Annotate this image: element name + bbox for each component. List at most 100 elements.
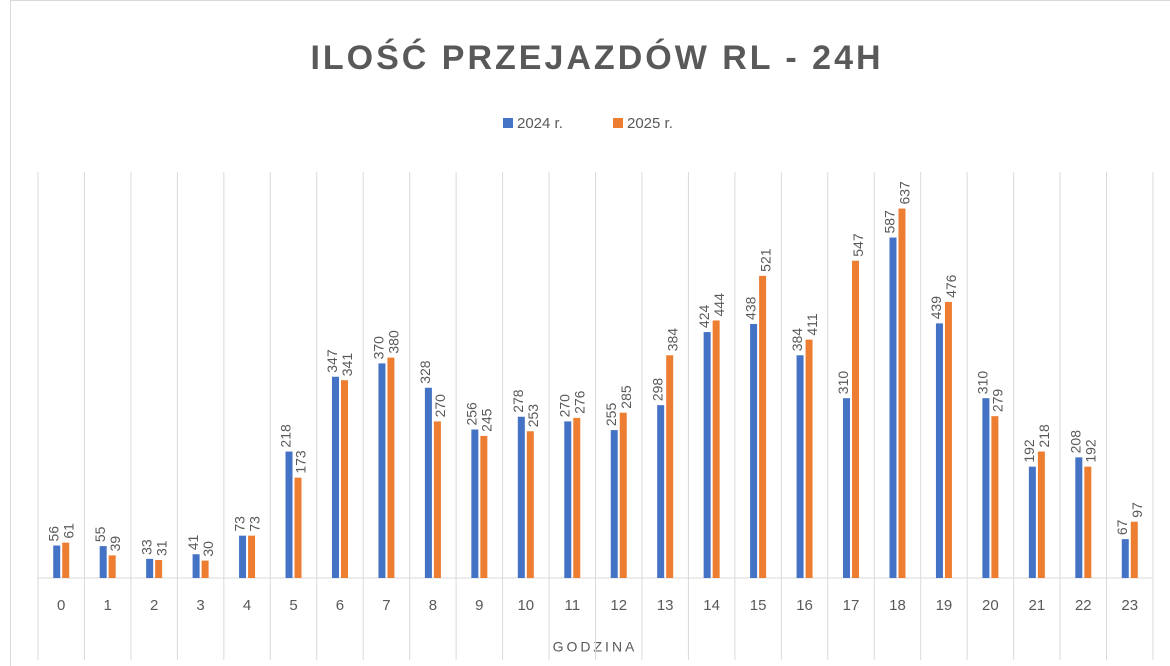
bar	[564, 421, 572, 578]
data-label: 278	[510, 389, 526, 413]
bar	[1084, 466, 1092, 578]
bar	[99, 546, 107, 578]
bar	[610, 430, 618, 578]
data-label: 245	[479, 408, 495, 432]
bar	[935, 323, 943, 578]
x-tick-label: 14	[703, 597, 720, 614]
x-tick-label: 11	[564, 597, 580, 614]
x-tick-label: 22	[1075, 597, 1092, 614]
bar	[796, 355, 804, 578]
bar	[331, 376, 339, 578]
data-label: 218	[278, 424, 294, 448]
bar	[657, 405, 665, 578]
bar	[471, 429, 479, 578]
data-label: 341	[339, 353, 355, 377]
x-tick-label: 21	[1029, 597, 1046, 614]
bar	[898, 208, 906, 579]
data-label: 637	[897, 181, 913, 205]
bar	[843, 398, 851, 578]
chart-title: ILOŚĆ PRZEJAZDÓW RL - 24H	[310, 39, 883, 77]
bar	[526, 431, 534, 578]
x-tick-label: 4	[243, 597, 251, 614]
bar	[239, 535, 247, 578]
bar	[201, 560, 209, 578]
bar	[155, 560, 163, 578]
x-tick-label: 13	[657, 597, 674, 614]
bar	[944, 301, 952, 578]
data-label: 384	[664, 328, 680, 352]
bar	[285, 451, 293, 578]
data-label: 380	[386, 330, 402, 354]
data-label: 521	[757, 248, 773, 272]
data-label: 30	[200, 541, 216, 557]
bar	[146, 558, 154, 578]
data-label: 310	[975, 371, 991, 395]
bar	[192, 554, 200, 578]
data-label: 438	[742, 296, 758, 320]
data-label: 208	[1068, 430, 1084, 454]
data-label: 587	[882, 210, 898, 234]
data-label: 255	[603, 403, 619, 427]
data-label: 347	[324, 349, 340, 373]
bar	[480, 435, 488, 578]
data-label: 370	[371, 336, 387, 360]
data-label: 33	[138, 539, 154, 555]
data-label: 476	[943, 274, 959, 298]
x-axis-title: GODZINA	[553, 639, 638, 655]
x-tick-label: 8	[429, 597, 437, 614]
data-label: 328	[417, 360, 433, 384]
bar	[1130, 521, 1138, 578]
data-label: 31	[153, 540, 169, 556]
bar	[378, 363, 386, 578]
data-label: 61	[60, 523, 76, 539]
bar	[340, 380, 348, 578]
data-label: 256	[464, 402, 480, 426]
bar	[53, 545, 61, 578]
bar	[619, 412, 627, 578]
data-label: 73	[231, 516, 247, 532]
x-tick-label: 5	[289, 597, 297, 614]
x-tick-label: 17	[843, 597, 860, 614]
bar	[294, 477, 302, 578]
bar	[759, 275, 767, 578]
legend-swatch	[613, 118, 623, 128]
data-label: 279	[990, 389, 1006, 413]
data-label: 411	[804, 313, 820, 336]
data-label: 384	[789, 328, 805, 352]
legend-swatch	[503, 118, 513, 128]
bar	[517, 416, 525, 578]
bar	[805, 339, 813, 578]
bar	[433, 421, 441, 578]
data-label: 444	[711, 293, 727, 317]
bar	[889, 237, 897, 579]
data-label: 192	[1083, 439, 1099, 463]
x-tick-label: 16	[796, 597, 813, 614]
x-tick-label: 3	[196, 597, 204, 614]
data-label: 97	[1129, 502, 1145, 518]
legend-label: 2024 r.	[517, 115, 563, 132]
chart-border	[10, 0, 1170, 666]
bar	[1121, 539, 1129, 578]
bar	[666, 355, 674, 578]
data-label: 173	[293, 450, 309, 474]
bar	[750, 323, 758, 578]
bar	[982, 398, 990, 578]
bar	[1037, 451, 1045, 578]
data-label: 270	[432, 394, 448, 418]
data-label: 55	[92, 526, 108, 542]
data-label: 67	[1114, 519, 1130, 535]
bar	[387, 357, 395, 578]
bar	[712, 320, 720, 578]
x-tick-label: 2	[150, 597, 158, 614]
data-label: 285	[618, 385, 634, 409]
x-tick-label: 18	[889, 597, 906, 614]
bar	[991, 416, 999, 578]
bar	[573, 417, 581, 578]
data-label: 41	[185, 534, 201, 550]
data-label: 276	[571, 390, 587, 414]
x-tick-label: 20	[982, 597, 999, 614]
bar	[703, 332, 711, 578]
data-label: 218	[1036, 424, 1052, 448]
data-label: 192	[1021, 439, 1037, 463]
data-label: 439	[928, 296, 944, 320]
